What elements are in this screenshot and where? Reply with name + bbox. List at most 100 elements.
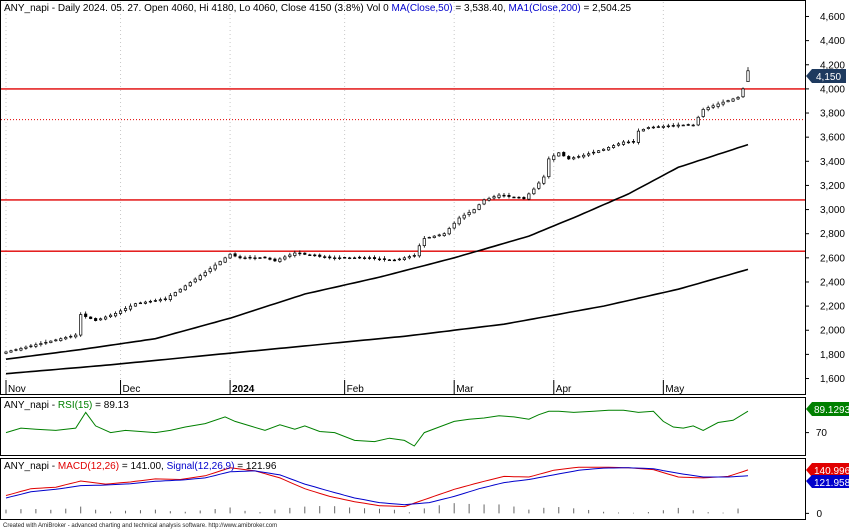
candle-body — [278, 258, 282, 262]
candle-body — [716, 103, 720, 107]
candlestick — [203, 270, 207, 278]
candlestick — [422, 235, 426, 248]
candle-body — [188, 282, 192, 287]
candlestick — [233, 252, 237, 258]
candle-body — [123, 308, 128, 311]
ma50-value: = 3,538.40, — [453, 3, 509, 14]
price-y-label: 4,600 — [820, 12, 845, 23]
candlestick — [59, 337, 63, 342]
candle-body — [477, 204, 481, 210]
candle-body — [343, 257, 347, 259]
candle-body — [288, 254, 292, 257]
rsi-value: = 89.13 — [92, 400, 129, 411]
candle-body — [183, 285, 187, 291]
candlestick — [123, 306, 128, 313]
candlestick — [198, 273, 202, 282]
signal-badge: 121.958 — [806, 475, 850, 489]
candlestick — [39, 341, 43, 347]
candlestick — [168, 293, 172, 302]
candlestick — [542, 174, 546, 186]
rsi-header-prefix: ANY_napi - — [4, 400, 58, 411]
candlestick — [223, 256, 227, 264]
candle-body — [412, 255, 416, 257]
candlestick — [447, 226, 451, 236]
ma200-value: = 2,504.25 — [581, 3, 632, 14]
candle-body — [686, 124, 690, 126]
candlesticks — [4, 67, 750, 354]
x-label: May — [665, 384, 684, 395]
candlestick — [562, 151, 566, 157]
candle-body — [666, 125, 670, 128]
candle-body — [626, 141, 631, 144]
candle-body — [198, 275, 202, 280]
candle-body — [49, 340, 53, 343]
candlestick — [607, 146, 611, 151]
candlestick — [567, 155, 571, 160]
candlestick — [248, 254, 252, 260]
candle-body — [318, 254, 322, 257]
candlestick — [721, 99, 725, 107]
candle-body — [616, 143, 621, 146]
signal-line — [5, 467, 749, 506]
candle-body — [133, 303, 138, 307]
price-y-label: 3,400 — [820, 157, 845, 168]
candle-body — [233, 253, 237, 257]
candlestick — [353, 256, 357, 259]
candlestick — [701, 107, 705, 118]
candlestick — [621, 140, 626, 146]
candlestick — [173, 291, 177, 297]
price-badge-text: 4,150 — [816, 72, 841, 83]
candle-body — [656, 126, 660, 128]
candle-body — [631, 141, 636, 143]
candlestick — [597, 150, 601, 154]
candlestick — [44, 339, 48, 345]
candle-body — [283, 256, 287, 260]
rsi-badge-shape — [806, 402, 849, 416]
candle-body — [367, 257, 372, 259]
candlestick — [492, 194, 496, 200]
price-y-label: 2,800 — [820, 229, 845, 240]
rsi-y-label: 70 — [816, 428, 828, 439]
candle-body — [64, 337, 68, 340]
candlestick — [537, 181, 541, 190]
candle-body — [382, 258, 387, 260]
candle-body — [547, 158, 551, 178]
candlestick — [9, 349, 13, 353]
moving-averages — [5, 143, 749, 375]
candlestick — [358, 255, 362, 259]
price-y-label: 2,200 — [820, 302, 845, 313]
x-label: Feb — [347, 384, 365, 395]
candle-body — [79, 314, 83, 336]
candle-body — [4, 351, 8, 354]
candle-body — [138, 302, 143, 305]
price-y-label: 3,600 — [820, 133, 845, 144]
candlestick — [716, 101, 720, 109]
candlestick — [263, 256, 267, 259]
candlestick — [283, 255, 287, 261]
candle-body — [34, 344, 38, 347]
candlestick — [726, 99, 730, 103]
price-badge: 4,150 — [806, 69, 846, 83]
candle-body — [29, 345, 33, 348]
rsi-label: RSI(15) — [58, 400, 92, 411]
candle-body — [462, 214, 466, 219]
candlestick — [79, 312, 83, 337]
x-label: Apr — [556, 384, 572, 395]
candlestick — [382, 256, 387, 262]
candle-body — [392, 259, 396, 262]
candlestick — [213, 262, 217, 272]
candle-body — [452, 222, 456, 229]
candlestick — [676, 122, 680, 129]
candle-body — [711, 105, 715, 108]
candle-body — [104, 316, 108, 320]
candlestick — [686, 123, 690, 126]
candle-body — [432, 235, 436, 238]
candlestick — [208, 266, 212, 274]
macd-pane — [0, 458, 806, 520]
candle-body — [621, 141, 626, 145]
candlestick — [736, 96, 740, 101]
candle-body — [522, 197, 526, 200]
candlestick — [188, 281, 192, 287]
rsi-line — [5, 409, 749, 447]
candlestick — [24, 345, 28, 350]
